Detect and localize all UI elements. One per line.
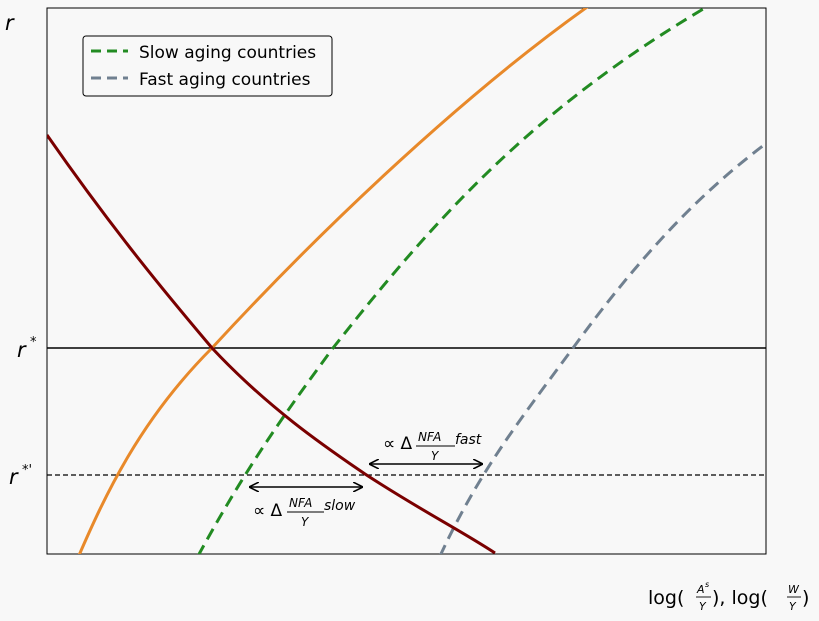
svg-text:∝ Δ: ∝ Δ	[383, 434, 413, 454]
legend-slow-label: Slow aging countries	[139, 43, 316, 63]
legend-fast-label: Fast aging countries	[139, 70, 311, 90]
fast-aging-curve	[439, 141, 766, 554]
svg-text:fast: fast	[455, 432, 482, 448]
svg-text:s: s	[705, 580, 709, 589]
svg-text:NFA: NFA	[289, 496, 312, 510]
slow-aging-curve	[197, 8, 708, 554]
svg-text:Y: Y	[789, 600, 797, 613]
svg-text:Y: Y	[301, 515, 310, 529]
svg-text:slow: slow	[324, 498, 356, 514]
fast-nfa-annotation: ∝ Δ NFA Y fast	[383, 430, 482, 463]
svg-text:∝ Δ: ∝ Δ	[253, 501, 283, 521]
svg-text:r: r	[9, 465, 19, 489]
svg-text:NFA: NFA	[418, 430, 441, 444]
r-star-label: r *	[17, 335, 37, 362]
svg-text:), log(: ), log(	[712, 587, 768, 609]
legend: Slow aging countries Fast aging countrie…	[82, 35, 333, 97]
x-axis-label: log( A s Y ), log( W Y )	[648, 580, 809, 613]
svg-text:): )	[802, 587, 809, 609]
svg-text:r: r	[17, 338, 27, 362]
svg-text:*': *'	[22, 463, 32, 478]
slow-nfa-annotation: ∝ Δ NFA Y slow	[253, 496, 356, 529]
y-axis-label: r	[5, 11, 15, 35]
svg-text:log(: log(	[648, 587, 684, 609]
svg-text:*: *	[30, 335, 37, 350]
svg-text:A: A	[696, 583, 705, 596]
supply-curve	[77, 8, 589, 554]
r-star-prime-label: r *'	[9, 463, 32, 489]
demand-curve	[47, 134, 496, 554]
svg-text:Y: Y	[431, 449, 440, 463]
svg-text:Y: Y	[699, 600, 707, 613]
svg-text:W: W	[788, 583, 800, 596]
